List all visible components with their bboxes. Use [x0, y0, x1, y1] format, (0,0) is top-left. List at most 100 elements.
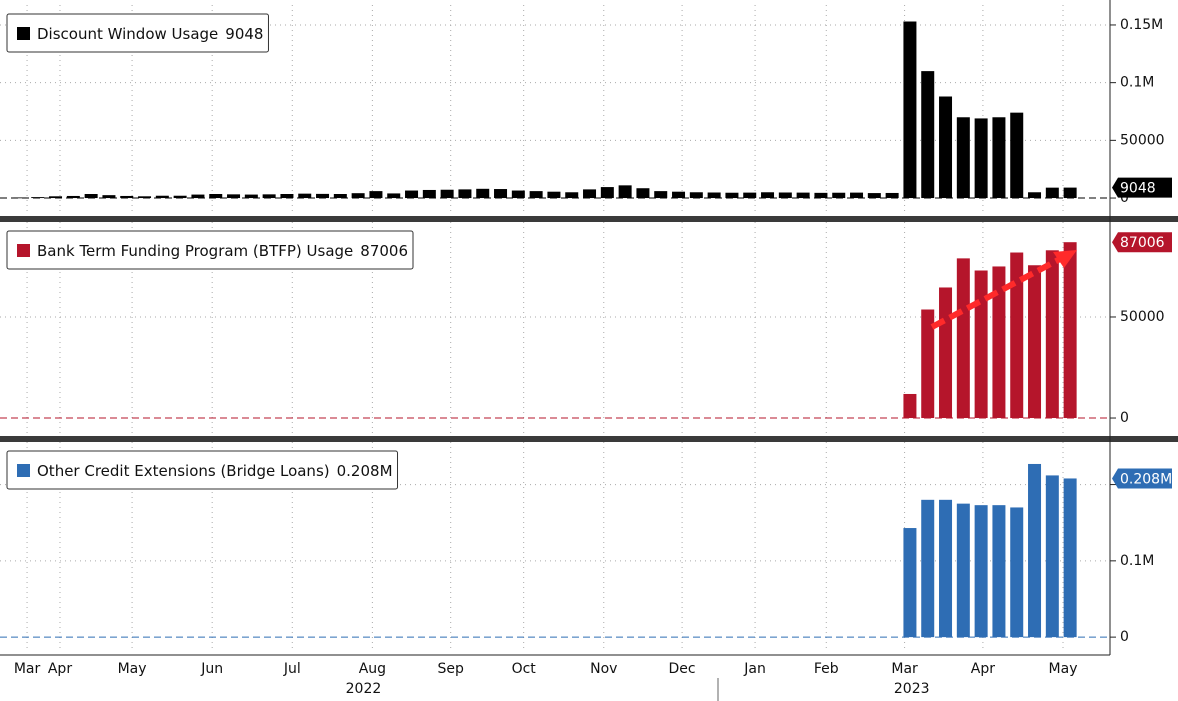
bar — [565, 192, 579, 199]
y-tick-label: 50000 — [1120, 132, 1165, 148]
bar — [903, 393, 917, 419]
x-tick-label: Jun — [200, 661, 223, 677]
legend-swatch — [17, 464, 30, 477]
legend-value: 0.208M — [337, 462, 393, 480]
legend-box — [6, 230, 414, 270]
bar — [689, 192, 703, 199]
bar — [191, 194, 205, 199]
legend: Discount Window Usage 9048 — [6, 13, 269, 53]
bar — [636, 188, 650, 199]
bar — [1010, 507, 1024, 638]
x-year-label: 2023 — [894, 681, 930, 697]
bar — [956, 258, 970, 419]
legend: Bank Term Funding Program (BTFP) Usage 87… — [6, 230, 414, 270]
bar — [280, 194, 294, 199]
bar — [1010, 252, 1024, 419]
x-year-label: 2022 — [346, 681, 382, 697]
bar — [1045, 475, 1059, 638]
bar — [102, 195, 116, 199]
bar — [974, 270, 988, 419]
bar — [49, 196, 63, 199]
bar — [173, 195, 187, 199]
legend-text: Discount Window Usage 9048 — [37, 25, 263, 43]
bar — [298, 193, 312, 199]
bar — [832, 192, 846, 199]
legend-box — [6, 450, 399, 490]
bar — [422, 189, 436, 199]
bar — [992, 505, 1006, 638]
bar — [903, 21, 917, 199]
bar — [939, 287, 953, 419]
x-tick-label: Apr — [48, 661, 72, 677]
last-value-tag — [1112, 468, 1172, 489]
last-value-tag — [1112, 232, 1172, 253]
legend-box — [6, 13, 269, 53]
trend-arrow — [930, 250, 1077, 330]
legend: Other Credit Extensions (Bridge Loans) 0.… — [6, 450, 399, 490]
legend-text: Bank Term Funding Program (BTFP) Usage 87… — [37, 242, 408, 260]
bar — [1045, 187, 1059, 199]
x-tick-label: Jan — [743, 661, 766, 677]
y-tick-label: 0 — [1120, 410, 1129, 426]
bar — [956, 503, 970, 638]
bar — [903, 528, 917, 638]
bar — [1045, 250, 1059, 419]
x-tick-label: Mar — [891, 661, 918, 677]
legend-swatch — [17, 244, 30, 257]
last-value-label: 9048 — [1120, 181, 1156, 197]
bar — [1028, 265, 1042, 419]
bar — [369, 191, 383, 199]
arrow-head — [1053, 250, 1077, 268]
bar — [138, 196, 152, 199]
bar — [992, 117, 1006, 199]
bar — [992, 266, 1006, 419]
last-value-label: 87006 — [1120, 235, 1165, 251]
bar — [333, 194, 347, 199]
bar — [529, 191, 543, 199]
bar — [13, 197, 27, 199]
bar — [921, 499, 935, 638]
bar — [974, 118, 988, 199]
bar — [1063, 187, 1077, 199]
bar — [547, 191, 561, 199]
x-tick-label: May — [118, 661, 147, 677]
bar — [31, 197, 45, 199]
bar — [244, 194, 258, 199]
bar — [921, 309, 935, 419]
y-tick-label: 0 — [1120, 190, 1129, 206]
bar — [921, 71, 935, 199]
panel-separator — [0, 216, 1178, 222]
bar — [476, 188, 490, 199]
bar — [1063, 478, 1077, 638]
legend-value: 9048 — [225, 25, 263, 43]
bar — [778, 192, 792, 199]
bar — [351, 193, 365, 199]
bar — [600, 187, 614, 199]
bar — [814, 192, 828, 199]
bar — [1010, 112, 1024, 199]
legend-name: Other Credit Extensions (Bridge Loans) — [37, 462, 330, 480]
bar — [725, 192, 739, 199]
bar — [1063, 242, 1077, 419]
bar — [956, 117, 970, 199]
bar — [939, 499, 953, 638]
bar — [672, 191, 686, 199]
bar — [316, 193, 330, 199]
bar — [120, 195, 134, 199]
x-tick-label: Oct — [512, 661, 537, 677]
x-tick-label: Jul — [283, 661, 301, 677]
bar — [84, 194, 98, 199]
y-tick-label: 0 — [1120, 629, 1129, 645]
x-tick-label: May — [1049, 661, 1078, 677]
bar — [618, 185, 632, 199]
bar — [583, 189, 597, 199]
bar — [209, 194, 223, 199]
legend-swatch — [17, 27, 30, 40]
y-tick-label: 0.15M — [1120, 17, 1163, 33]
bar — [227, 194, 241, 199]
x-tick-label: Mar — [14, 661, 41, 677]
legends: Discount Window Usage 9048 Bank Term Fundi… — [6, 13, 414, 490]
last-value-tag — [1112, 177, 1172, 198]
bar — [494, 189, 508, 199]
bar — [1028, 192, 1042, 199]
